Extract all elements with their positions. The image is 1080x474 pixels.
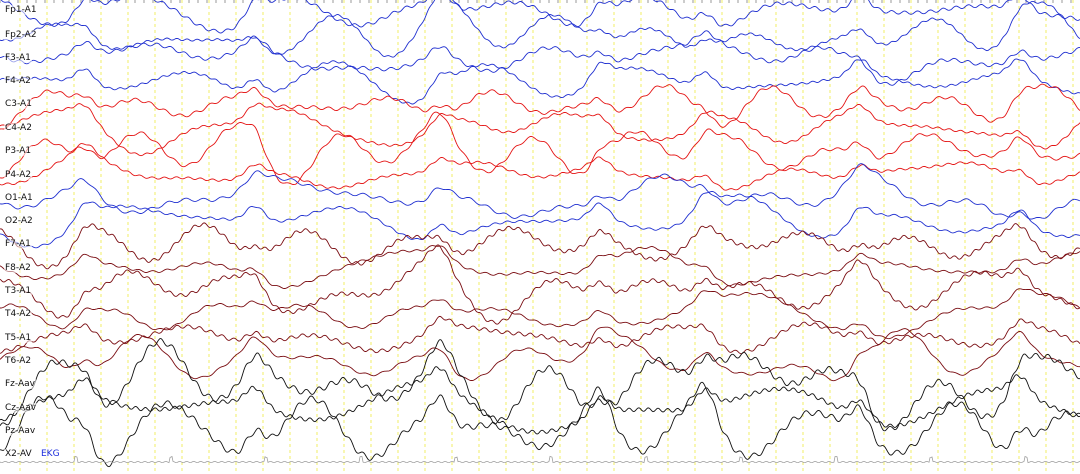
trace-f4-a2	[0, 58, 1080, 105]
channel-label: T5-A1	[4, 333, 33, 343]
trace-f8-a2	[0, 245, 1080, 289]
channel-label: P3-A1	[4, 146, 33, 156]
channel-label: F8-A2	[4, 263, 32, 273]
channel-label: O2-A2	[4, 216, 34, 226]
trace-fz-aav	[0, 338, 1080, 432]
trace-fp1-a1	[0, 0, 1080, 34]
channel-label: F4-A2	[4, 76, 32, 86]
channel-label: F7-A1	[4, 239, 32, 249]
channel-label: Cz-Aav	[4, 403, 38, 413]
trace-f3-a1	[0, 30, 1080, 86]
channel-label: T4-A2	[4, 309, 33, 319]
channel-label: O1-A1	[4, 193, 34, 203]
trace-p3-a1	[0, 111, 1080, 186]
trace-fp2-a2	[0, 0, 1080, 58]
trace-p4-a2	[0, 143, 1080, 191]
trace-c3-a1	[0, 83, 1080, 128]
trace-t6-a2	[0, 326, 1080, 382]
channel-label: Pz-Aav	[4, 426, 37, 436]
trace-t3-a1	[0, 244, 1080, 325]
channel-label: C4-A2	[4, 123, 33, 133]
trace-t4-a2	[0, 288, 1080, 340]
channel-label: Fp1-A1	[4, 5, 38, 15]
ekg-label: EKG	[40, 449, 61, 459]
channel-label: X2-AV	[4, 449, 33, 459]
trace-t5-a1	[0, 315, 1080, 355]
trace-pz-aav	[0, 381, 1080, 468]
channel-label: C3-A1	[4, 99, 33, 109]
trace-f7-a1	[0, 222, 1080, 270]
trace-cz-aav	[0, 366, 1080, 435]
trace-o1-a1	[0, 163, 1080, 220]
trace-o2-a2	[0, 191, 1080, 249]
channel-label: Fz-Aav	[4, 379, 36, 389]
trace-c4-a2	[0, 102, 1080, 157]
channel-label: T3-A1	[4, 286, 33, 296]
channel-label: Fp2-A2	[4, 30, 38, 40]
channel-label: T6-A2	[4, 356, 33, 366]
channel-label: F3-A1	[4, 53, 32, 63]
trace-ekg	[0, 455, 1080, 464]
channel-label: P4-A2	[4, 170, 33, 180]
